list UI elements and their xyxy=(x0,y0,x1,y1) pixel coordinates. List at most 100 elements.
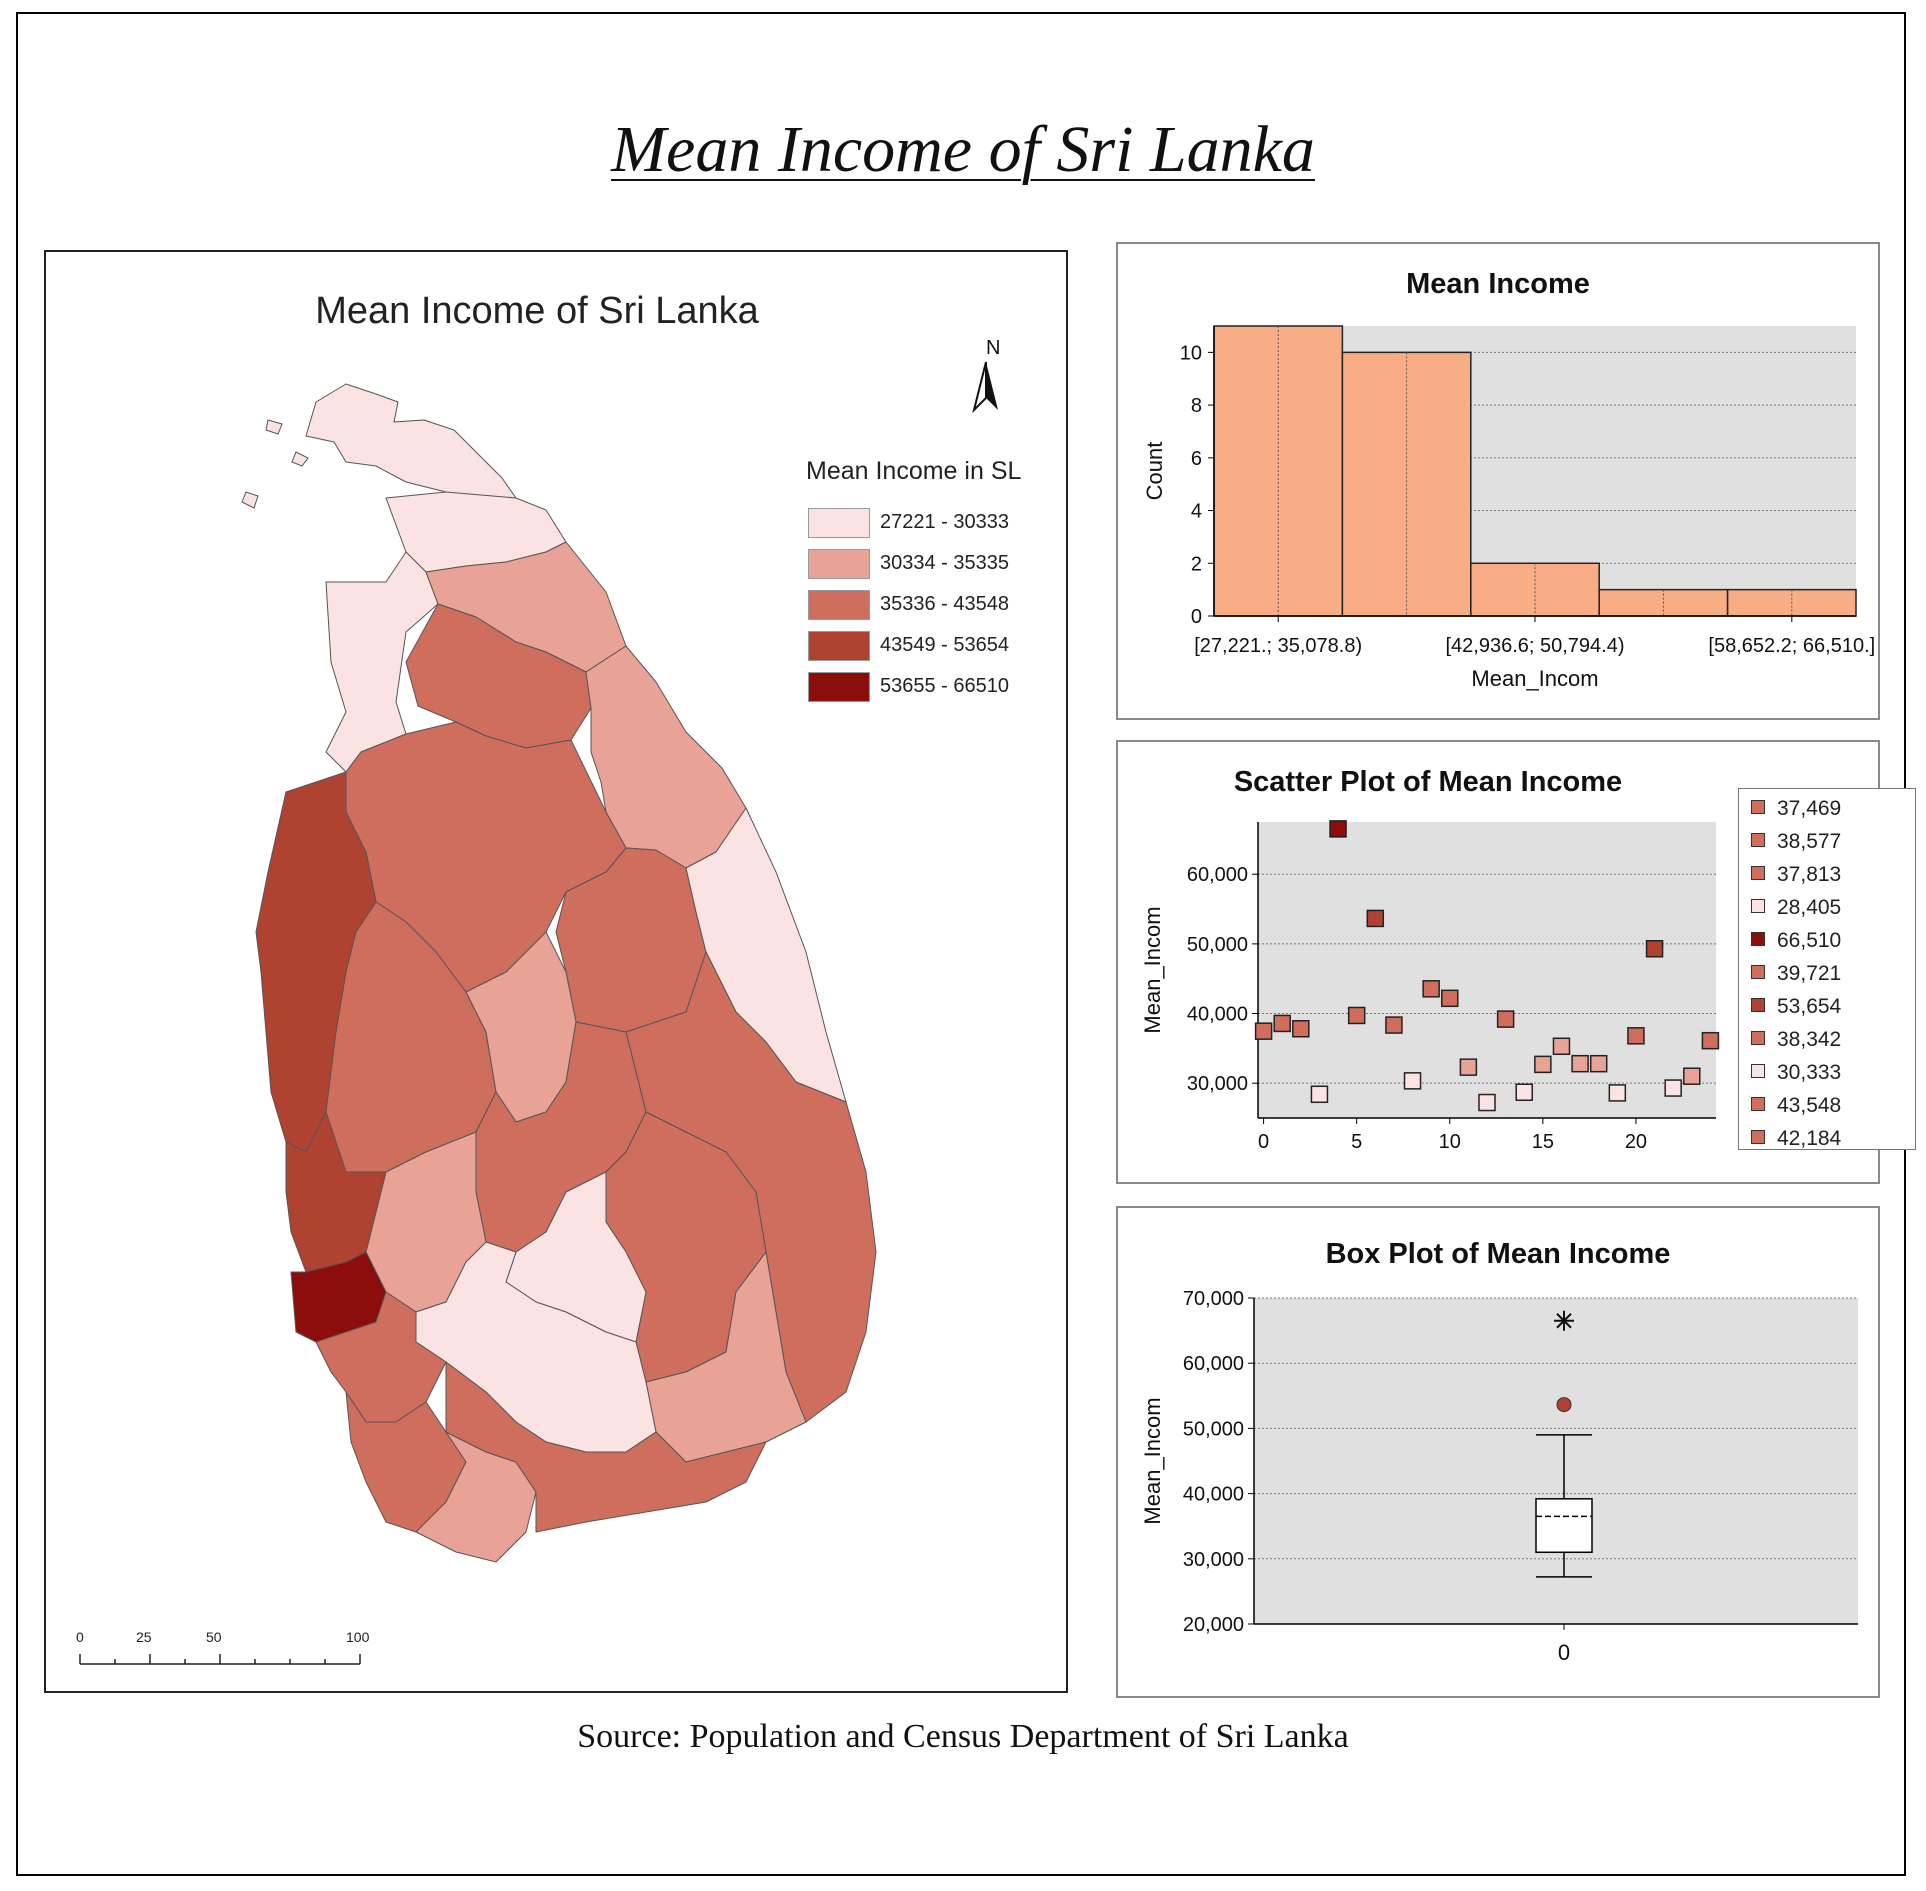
scatter-legend-swatch xyxy=(1751,1097,1765,1111)
scatter-legend-label: 38,577 xyxy=(1777,830,1842,853)
scatter-point xyxy=(1589,1054,1608,1073)
scatter-point xyxy=(1608,1084,1627,1102)
histogram-ytick-label: 6 xyxy=(1191,448,1202,470)
scatter-point xyxy=(1254,1022,1273,1040)
boxplot-box xyxy=(1535,1498,1593,1554)
scatter-point xyxy=(1683,1067,1701,1085)
histogram-ylabel: Count xyxy=(1142,442,1167,501)
scatter-point xyxy=(1403,1072,1422,1090)
scatter-legend-label: 66,510 xyxy=(1777,929,1842,952)
district-hambantota xyxy=(445,1361,767,1533)
district-jaffna xyxy=(305,383,517,503)
scatter-point xyxy=(1310,1085,1329,1104)
district-mannar xyxy=(325,551,439,773)
map-panel: Mean Income of Sri Lanka N Mean Income i… xyxy=(44,250,1068,1693)
map-legend-label: 30334 - 35335 xyxy=(880,552,1010,574)
scale-label-0: 0 xyxy=(76,1629,84,1645)
boxplot-ytick-label: 40,000 xyxy=(1183,1484,1244,1506)
scatter-ytick-label: 60,000 xyxy=(1187,864,1248,886)
scatter-legend-swatch xyxy=(1751,833,1765,847)
histogram-title: Mean Income xyxy=(1406,268,1590,300)
map-legend-swatch xyxy=(808,590,870,620)
source-note: Source: Population and Census Department… xyxy=(577,1718,1349,1755)
map-legend-label: 53655 - 66510 xyxy=(880,675,1010,697)
district-gampaha xyxy=(285,1111,387,1273)
histogram-xlabel: Mean_Incom xyxy=(1471,666,1598,691)
map-legend-label: 35336 - 43548 xyxy=(880,593,1010,615)
scatter-legend-swatch xyxy=(1751,932,1765,946)
scatter-xtick-label: 15 xyxy=(1532,1131,1554,1153)
scatter-legend-swatch xyxy=(1751,1064,1765,1078)
page-title: Mean Income of Sri Lanka xyxy=(611,113,1315,186)
scatter-legend-label: 28,405 xyxy=(1777,896,1842,919)
scatter-point xyxy=(1347,1006,1366,1025)
map-legend-swatch xyxy=(808,631,870,661)
scatter-ylabel: Mean_Incom xyxy=(1140,906,1165,1033)
scatter-point xyxy=(1422,980,1440,998)
scatter-ytick-label: 50,000 xyxy=(1187,934,1248,956)
map-title: Mean Income of Sri Lanka xyxy=(315,290,759,332)
scatter-point xyxy=(1273,1014,1291,1033)
histogram-chart: 0 2 4 6 8 10 [27,221.; 35,078.8) [42,936.6; 50,… xyxy=(1142,325,1875,691)
scatter-legend-label: 43,548 xyxy=(1777,1094,1842,1117)
scatter-legend-label: 53,654 xyxy=(1777,995,1842,1018)
scatter-point xyxy=(1329,820,1347,838)
scale-label-50: 50 xyxy=(206,1629,222,1645)
boxplot-panel: Box Plot of Mean Income 20,000 30,000 40,0… xyxy=(1116,1206,1880,1698)
histogram-ytick-label: 8 xyxy=(1191,395,1202,417)
boxplot-outlier xyxy=(1556,1397,1572,1413)
scatter-legend-swatch xyxy=(1751,866,1765,880)
sri-lanka-map xyxy=(241,383,877,1563)
boxplot-extreme-outlier-stroke xyxy=(1556,1313,1572,1329)
scatter-legend-label: 37,469 xyxy=(1777,797,1842,820)
scale-label-25: 25 xyxy=(136,1629,152,1645)
scatter-xtick-label: 5 xyxy=(1351,1131,1362,1153)
scatter-legend-swatch xyxy=(1751,965,1765,979)
scatter-point xyxy=(1385,1016,1403,1034)
scatter-point xyxy=(1701,1031,1720,1050)
map-legend-label: 43549 - 53654 xyxy=(880,634,1010,656)
scatter-point xyxy=(1459,1058,1478,1076)
scatter-legend-label: 37,813 xyxy=(1777,863,1842,886)
scatter-ytick-label: 40,000 xyxy=(1187,1004,1248,1026)
boxplot-ylabel: Mean_Incom xyxy=(1140,1397,1165,1524)
histogram-xtick-label: [27,221.; 35,078.8) xyxy=(1194,635,1362,657)
boxplot-title: Box Plot of Mean Income xyxy=(1325,1238,1671,1270)
histogram-ytick-label: 2 xyxy=(1191,553,1202,575)
north-label: N xyxy=(986,337,1000,359)
scatter-chart: 30,000 40,000 50,000 60,000 0 5 10 15 20 Mean_Inc… xyxy=(1140,820,1720,1153)
boxplot-ytick-label: 20,000 xyxy=(1183,1614,1244,1636)
map-legend-swatch xyxy=(808,549,870,579)
scatter-point xyxy=(1292,1020,1310,1038)
boxplot-extreme-outlier xyxy=(1554,1310,1574,1331)
map-legend-label: 27221 - 30333 xyxy=(880,511,1010,533)
scatter-point xyxy=(1645,940,1664,958)
scatter-legend-swatch xyxy=(1751,1130,1765,1144)
scatter-legend-swatch xyxy=(1751,899,1765,913)
scatter-point xyxy=(1534,1055,1552,1074)
scatter-point xyxy=(1515,1083,1533,1101)
boxplot-chart: 20,000 30,000 40,000 50,000 60,000 70,000 0 Mea… xyxy=(1140,1288,1858,1665)
scatter-point xyxy=(1496,1010,1515,1028)
scatter-legend-swatch xyxy=(1751,800,1765,814)
scatter-point xyxy=(1552,1037,1571,1056)
histogram-ytick-label: 4 xyxy=(1191,501,1202,523)
scatter-plot-area xyxy=(1258,822,1716,1118)
scatter-title: Scatter Plot of Mean Income xyxy=(1233,766,1623,798)
scatter-point xyxy=(1571,1054,1589,1073)
map-legend-swatch xyxy=(808,508,870,538)
map-legend-swatch xyxy=(808,672,870,702)
histogram-xtick-label: [42,936.6; 50,794.4) xyxy=(1445,635,1624,657)
scatter-legend-swatch xyxy=(1751,998,1765,1012)
boxplot-ytick-label: 70,000 xyxy=(1183,1288,1244,1310)
scatter-point xyxy=(1366,909,1385,928)
scatter-point xyxy=(1478,1093,1496,1112)
scatter-xtick-label: 0 xyxy=(1258,1131,1269,1153)
scale-label-100: 100 Km xyxy=(346,1629,374,1645)
scatter-point xyxy=(1627,1027,1645,1045)
scale-bar: 0 25 50 100 Km xyxy=(76,1629,374,1665)
boxplot-ytick-label: 50,000 xyxy=(1183,1418,1244,1440)
histogram-ytick-label: 0 xyxy=(1191,606,1202,628)
scatter-legend: 37,469 38,577 37,813 28,405 66,510 39,721 53,6… xyxy=(1738,788,1916,1150)
histogram-panel: Mean Income 0 2 4 6 8 10 [27,221.; 35,078.8) [4… xyxy=(1116,242,1880,720)
